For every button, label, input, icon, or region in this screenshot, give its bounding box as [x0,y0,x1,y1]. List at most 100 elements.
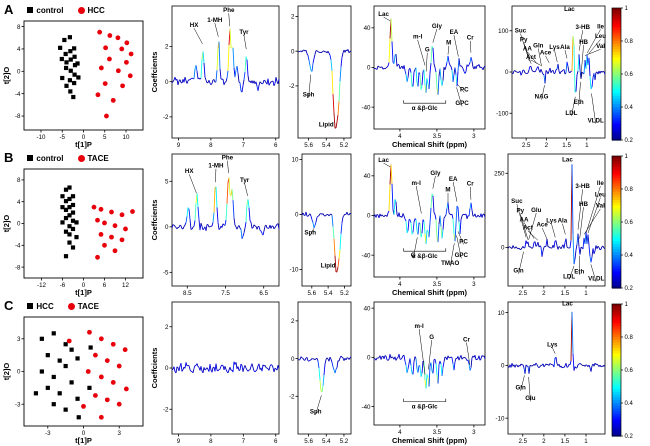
svg-text:5.4: 5.4 [322,142,331,149]
svg-text:Gly: Gly [432,23,443,30]
loading-plot-b-olefinic: 5.6 5.4 5.2 10 0 -10 Sph Lipid [284,150,354,298]
figure-row-c: C HCC TACE -3 0 3 -3 0 3 t[1]P t[2]O 9 8 7 6 2 0 -2 Co… [2,298,650,446]
scores-plot-c: -3 0 3 -3 0 3 t[1]P t[2]O [2,314,148,446]
square-marker-icon [27,7,34,13]
svg-text:HX: HX [190,22,199,29]
loading-plot-a-midfield: 4 3.5 3 40 0 -40 Chemical Shift (ppm) Lac Gly m-I… [356,2,488,150]
svg-text:40: 40 [364,173,371,180]
svg-text:t[1]P: t[1]P [75,288,92,297]
svg-text:4: 4 [398,281,402,288]
svg-text:5: 5 [103,134,107,141]
svg-text:-3: -3 [45,430,51,437]
svg-text:0: 0 [82,430,86,437]
svg-text:Cr: Cr [467,35,474,42]
scores-plot-b: -12 -6 0 6 12 -8 -4 0 4 8 t[1]P t[2]O [2,166,148,298]
svg-text:-2: -2 [289,393,295,400]
svg-text:Val: Val [596,203,605,210]
figure-row-a: A control HCC -10 -5 0 5 10 -8 -4 0 4 8 t[1]P t[2]O… [2,2,650,150]
svg-text:-8: -8 [15,113,21,120]
loading-plot-c-upfield: 2.5 2 1.5 1 10 0 -10 Lac Lys Gln Glu [490,298,608,446]
svg-text:Sph: Sph [304,229,316,236]
svg-text:Eth: Eth [574,99,584,106]
svg-text:α &β-Glc: α &β-Glc [412,105,438,112]
legend-label: control [36,5,64,15]
svg-text:PC: PC [459,238,468,245]
svg-text:0.6: 0.6 [625,220,634,226]
svg-text:Lac: Lac [562,301,573,308]
svg-text:5.6: 5.6 [307,290,316,297]
svg-text:-2: -2 [163,406,169,413]
svg-text:EA: EA [449,176,458,183]
svg-text:Glu: Glu [531,207,542,214]
svg-text:0.2: 0.2 [625,286,634,292]
svg-text:-5: -5 [59,134,65,141]
svg-text:-10: -10 [496,415,506,422]
svg-text:7: 7 [242,438,246,445]
svg-text:Suc: Suc [515,27,527,34]
legend-item: TACE [77,153,109,163]
svg-text:3: 3 [472,429,476,436]
svg-text:-40: -40 [362,404,372,411]
svg-text:3.5: 3.5 [433,281,442,288]
svg-text:TMAO: TMAO [441,260,459,267]
svg-text:2: 2 [291,14,295,21]
svg-text:0.8: 0.8 [625,39,634,45]
scores-plot-a: -10 -5 0 5 10 -8 -4 0 4 8 t[1]P t[2]O [2,18,148,150]
svg-text:Py: Py [516,207,524,214]
svg-text:Lac: Lac [378,157,389,164]
svg-text:0: 0 [82,134,86,141]
legend-label: TACE [87,153,109,163]
svg-text:Gly: Gly [430,170,441,177]
svg-text:m-I: m-I [412,180,422,187]
svg-text:5.4: 5.4 [324,290,333,297]
svg-text:Lac: Lac [564,6,575,13]
svg-text:m-I: m-I [413,34,423,41]
svg-text:1: 1 [625,154,629,160]
svg-text:Lac: Lac [562,156,573,163]
svg-text:Lys: Lys [549,44,560,51]
svg-text:7.5: 7.5 [221,290,230,297]
svg-text:-10: -10 [37,134,47,141]
svg-text:5.6: 5.6 [304,142,313,149]
svg-text:0: 0 [501,245,505,252]
svg-text:1: 1 [585,142,589,149]
scores-column-a: A control HCC -10 -5 0 5 10 -8 -4 0 4 8 t[1]P t[2]O [2,2,148,150]
svg-text:-2: -2 [289,83,295,90]
svg-text:α &β-Glc: α &β-Glc [412,253,438,260]
colorbar-c: 1 0.8 0.6 0.4 0.2 [610,298,648,446]
circle-marker-icon [67,302,75,310]
svg-text:0: 0 [367,355,371,362]
svg-text:1: 1 [625,6,629,12]
svg-text:VLDL: VLDL [588,276,604,283]
svg-text:Ace: Ace [536,222,548,229]
panel-letter-a: A [4,2,14,17]
svg-text:-2: -2 [163,114,169,121]
svg-text:0: 0 [501,363,505,370]
svg-text:Act: Act [526,54,536,61]
loading-plot-b-upfield: 2.5 2 1.5 1 250 0 Suc Py AA Act Glu Gln Ace Lys Ala Lac… [490,150,608,298]
svg-text:Val: Val [596,43,605,50]
svg-text:-10: -10 [290,267,300,274]
panel-letter-c: C [4,298,14,313]
colorbar-a: 1 0.8 0.6 0.4 0.2 [610,2,648,150]
svg-text:12: 12 [122,282,129,289]
colorbar-b: 1 0.8 0.6 0.4 0.2 [610,150,648,298]
svg-text:Chemical Shift (ppm): Chemical Shift (ppm) [392,436,468,445]
svg-text:PC: PC [460,86,469,93]
svg-text:G: G [425,47,430,54]
svg-text:-40: -40 [362,104,372,111]
svg-text:Ile: Ile [597,23,604,30]
svg-text:G: G [429,334,434,341]
svg-text:0: 0 [295,212,299,219]
svg-text:0.4: 0.4 [625,253,634,259]
svg-text:5.6: 5.6 [304,438,313,445]
svg-text:3: 3 [472,133,476,140]
svg-text:Eth: Eth [574,269,584,276]
svg-text:5.2: 5.2 [340,290,349,297]
svg-text:Ace: Ace [540,50,552,57]
svg-text:GPC: GPC [455,100,469,107]
svg-text:0: 0 [505,69,509,76]
svg-text:Gln: Gln [515,385,526,392]
svg-text:M: M [445,187,450,194]
svg-text:2.5: 2.5 [522,142,531,149]
